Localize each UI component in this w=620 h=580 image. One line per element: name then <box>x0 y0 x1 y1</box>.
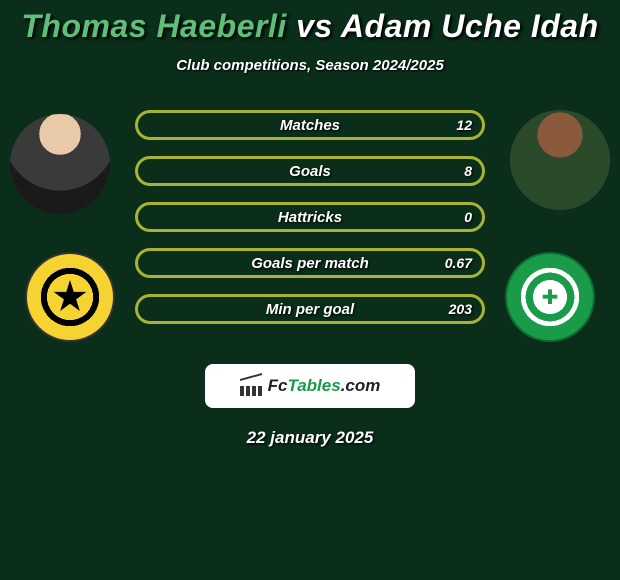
player2-avatar <box>510 110 610 210</box>
stat-row: Hattricks 0 <box>135 202 485 232</box>
stat-label: Goals per match <box>251 255 369 272</box>
stat-label: Min per goal <box>266 301 354 318</box>
vs-text: vs <box>296 8 333 44</box>
player1-club-badge <box>25 252 115 342</box>
stat-row: Matches 12 <box>135 110 485 140</box>
date-label: 22 january 2025 <box>0 428 620 448</box>
stat-value-right: 203 <box>449 301 472 317</box>
comparison-title: Thomas Haeberli vs Adam Uche Idah <box>0 0 620 45</box>
source-logo[interactable]: FcTables.com <box>205 364 415 408</box>
stat-label: Matches <box>280 117 340 134</box>
player1-name: Thomas Haeberli <box>21 8 286 44</box>
player1-avatar <box>10 114 110 214</box>
stat-value-right: 0 <box>464 209 472 225</box>
stat-bars: Matches 12 Goals 8 Hattricks 0 Goals per… <box>135 110 485 340</box>
stat-label: Goals <box>289 163 331 180</box>
stat-row: Goals 8 <box>135 156 485 186</box>
player2-club-badge <box>505 252 595 342</box>
stat-value-right: 0.67 <box>445 255 472 271</box>
player2-name: Adam Uche Idah <box>341 8 599 44</box>
stat-value-right: 12 <box>456 117 472 133</box>
comparison-panel: Matches 12 Goals 8 Hattricks 0 Goals per… <box>0 102 620 352</box>
subtitle: Club competitions, Season 2024/2025 <box>0 57 620 74</box>
stat-label: Hattricks <box>278 209 342 226</box>
stat-row: Min per goal 203 <box>135 294 485 324</box>
stat-value-right: 8 <box>464 163 472 179</box>
logo-text: FcTables.com <box>268 376 381 396</box>
stat-row: Goals per match 0.67 <box>135 248 485 278</box>
chart-icon <box>240 376 264 396</box>
